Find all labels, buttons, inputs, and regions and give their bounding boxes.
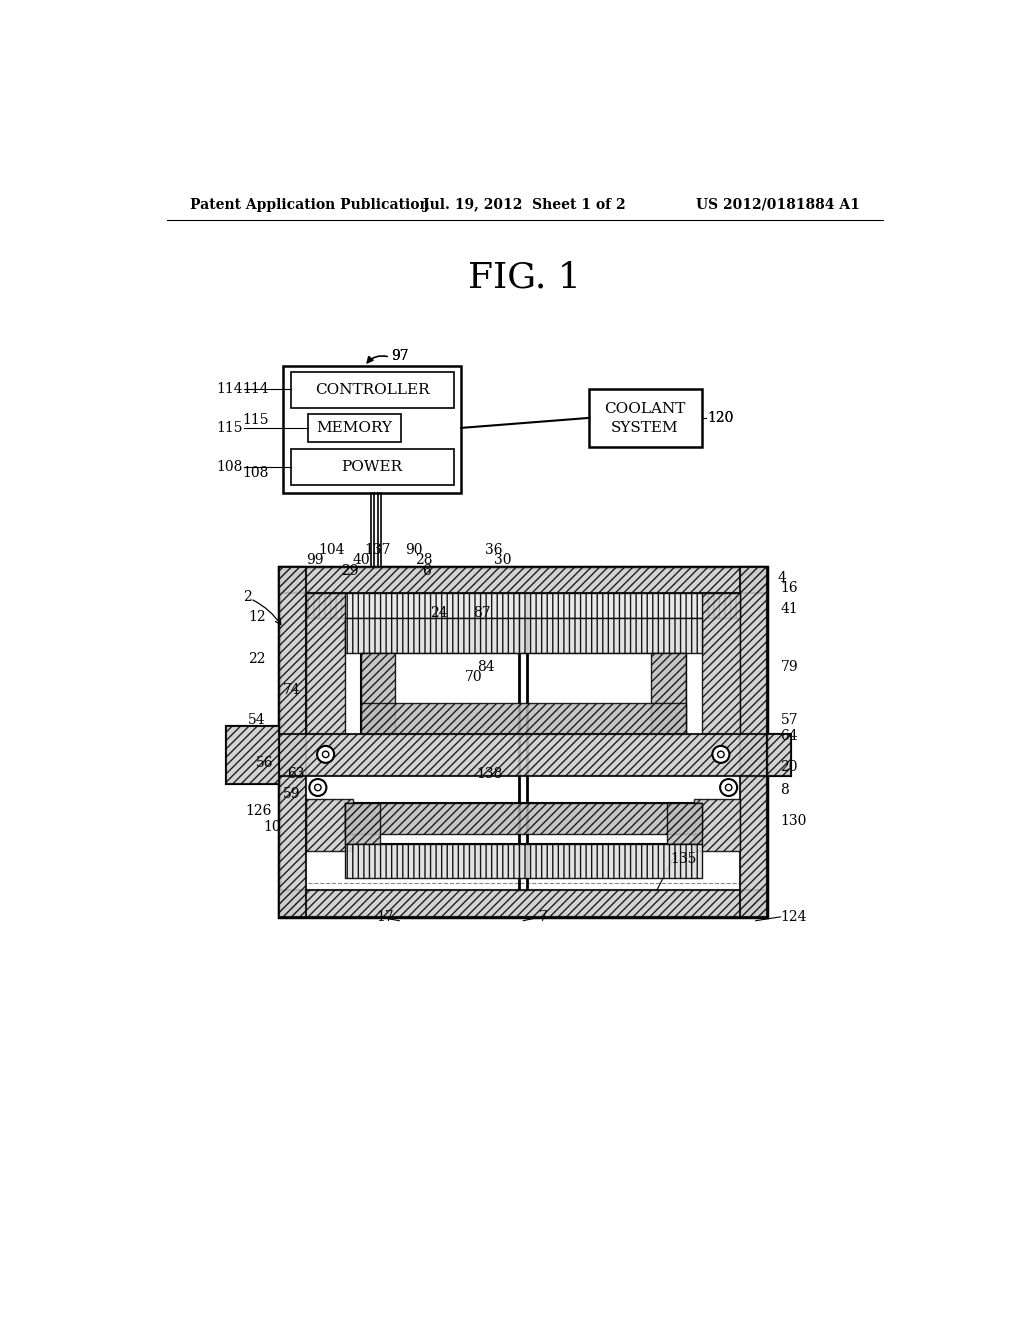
Text: 70: 70 (465, 669, 482, 684)
Text: 8: 8 (780, 783, 790, 797)
Text: 41: 41 (780, 602, 799, 616)
Text: 74: 74 (283, 682, 301, 697)
Text: Jul. 19, 2012  Sheet 1 of 2: Jul. 19, 2012 Sheet 1 of 2 (424, 198, 626, 211)
Text: CONTROLLER: CONTROLLER (314, 383, 429, 397)
Circle shape (713, 746, 729, 763)
Text: 12: 12 (248, 610, 266, 623)
Text: 36: 36 (484, 543, 502, 557)
Text: 120: 120 (708, 411, 734, 425)
Text: 29: 29 (341, 564, 358, 578)
Bar (767, 734, 791, 776)
Text: Patent Application Publication: Patent Application Publication (190, 198, 430, 211)
Bar (291, 449, 454, 484)
Text: COOLANT: COOLANT (604, 401, 686, 416)
Bar (345, 803, 701, 843)
Bar (308, 414, 400, 442)
Text: 30: 30 (494, 553, 511, 568)
Bar (283, 367, 461, 494)
Bar (360, 653, 395, 734)
Text: 124: 124 (780, 909, 807, 924)
Text: 22: 22 (248, 652, 265, 665)
Text: 114: 114 (243, 383, 269, 396)
Bar (767, 734, 791, 776)
Text: 97: 97 (391, 350, 410, 363)
Text: 135: 135 (671, 853, 697, 866)
Text: 10: 10 (263, 820, 282, 834)
Text: 17: 17 (376, 909, 394, 924)
Text: 7: 7 (539, 909, 548, 924)
Text: SYSTEM: SYSTEM (611, 421, 679, 434)
Text: 99: 99 (306, 553, 324, 568)
Text: 108: 108 (216, 461, 243, 474)
Circle shape (725, 784, 732, 791)
Bar (280, 566, 767, 594)
Circle shape (323, 751, 329, 758)
Text: 138: 138 (477, 767, 503, 781)
Bar (345, 843, 701, 878)
Bar (280, 734, 767, 776)
Circle shape (317, 746, 334, 763)
Text: 54: 54 (248, 714, 266, 727)
Text: 57: 57 (780, 714, 798, 727)
Text: 24: 24 (430, 606, 447, 619)
Bar (306, 594, 740, 618)
Text: 115: 115 (243, 413, 269, 428)
Bar (280, 566, 767, 917)
Bar (306, 594, 345, 734)
Bar (291, 372, 454, 408)
Text: 56: 56 (256, 756, 273, 770)
Bar (280, 566, 306, 917)
Text: FIG. 1: FIG. 1 (468, 261, 582, 294)
Text: 16: 16 (780, 581, 798, 595)
Text: 108: 108 (243, 466, 269, 479)
Text: MEMORY: MEMORY (316, 421, 392, 434)
Text: 130: 130 (780, 813, 807, 828)
Bar (226, 726, 280, 784)
Text: 20: 20 (780, 760, 798, 774)
Bar (345, 803, 701, 834)
Circle shape (309, 779, 327, 796)
Text: 90: 90 (406, 543, 423, 557)
Bar (345, 618, 701, 653)
Text: 104: 104 (317, 543, 344, 557)
Circle shape (720, 779, 737, 796)
Bar (360, 653, 686, 734)
Bar (701, 594, 740, 734)
Text: 6: 6 (423, 564, 431, 578)
Bar (280, 890, 767, 917)
Text: 120: 120 (708, 411, 734, 425)
Bar (360, 702, 686, 734)
Bar (740, 566, 767, 917)
Text: 115: 115 (216, 421, 243, 434)
Bar (693, 799, 740, 851)
Bar (651, 653, 686, 734)
Text: 84: 84 (477, 660, 495, 673)
Text: 87: 87 (473, 606, 490, 619)
Text: 2: 2 (243, 590, 252, 605)
Text: US 2012/0181884 A1: US 2012/0181884 A1 (695, 198, 859, 211)
Text: 64: 64 (780, 729, 798, 743)
Bar (345, 803, 380, 843)
Text: 28: 28 (415, 553, 432, 568)
Text: 4: 4 (777, 572, 786, 585)
Circle shape (718, 751, 724, 758)
Text: 59: 59 (283, 787, 300, 801)
Text: 79: 79 (780, 660, 798, 673)
Text: 114: 114 (216, 383, 243, 396)
Circle shape (314, 784, 322, 791)
Text: POWER: POWER (342, 461, 402, 474)
Bar (667, 803, 701, 843)
Bar (589, 389, 701, 447)
Text: 40: 40 (352, 553, 371, 568)
Bar (306, 799, 352, 851)
Text: 63: 63 (287, 767, 304, 781)
Text: 126: 126 (246, 804, 272, 818)
Bar (226, 726, 280, 784)
Text: 97: 97 (391, 350, 410, 363)
Text: 137: 137 (365, 543, 391, 557)
